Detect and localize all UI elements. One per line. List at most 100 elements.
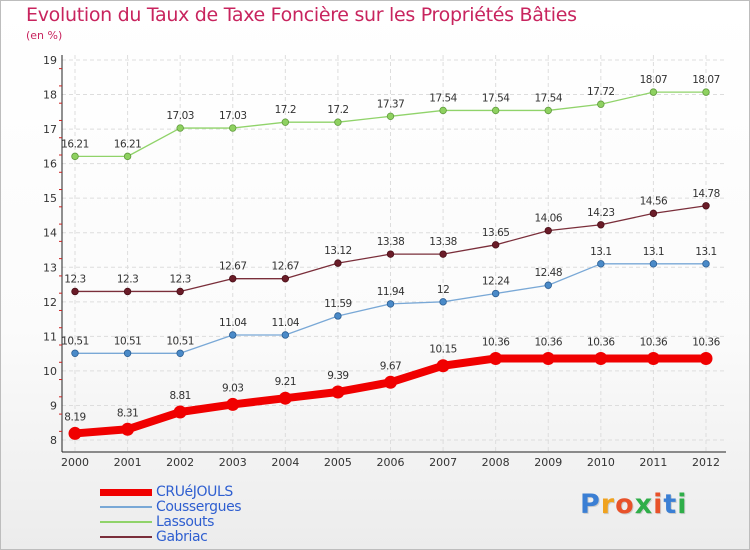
data-label: 16.21 [61,138,89,150]
logo-letter: i [677,489,688,520]
data-label: 14.56 [640,195,668,207]
series-point [71,287,79,296]
logo-letter: i [653,489,664,520]
series-point [71,349,79,357]
x-tick-label: 2001 [114,456,142,469]
legend-label: Coussergues [156,499,242,515]
data-label: 8.81 [169,390,190,402]
series-point [176,349,184,357]
proxiti-logo: Proxiti [580,489,688,520]
series-point [331,385,345,399]
series-point [334,312,342,320]
series-point [123,287,132,296]
data-label: 12.67 [272,261,300,273]
y-tick-label: 18 [43,89,57,102]
series-point [176,124,184,132]
data-label: 8.31 [117,407,138,419]
series-point [702,202,710,210]
series-point [439,298,447,306]
x-tick-label: 2006 [377,456,405,469]
logo-letter: r [600,489,616,520]
data-label: 10.36 [640,336,668,348]
data-label: 17.54 [482,92,510,104]
series-point [439,250,447,258]
series-point [491,106,500,115]
series-point [281,331,290,339]
series-point [121,422,135,436]
series-point [702,88,710,96]
data-label: 17.54 [534,92,562,104]
series-point [229,124,237,132]
x-tick-label: 2012 [692,456,720,469]
series-point [491,289,500,298]
series-point [229,274,237,283]
series-point [544,281,552,289]
data-label: 12.3 [117,273,138,285]
data-label: 13.12 [324,245,352,257]
data-label: 13.38 [429,236,457,248]
x-tick-label: 2011 [639,456,667,469]
data-label: 17.37 [377,98,405,110]
data-label: 9.03 [222,382,243,394]
data-label: 13.65 [482,227,510,239]
data-label: 10.36 [482,336,510,348]
x-tick-label: 2009 [534,456,562,469]
data-label: 11.94 [377,286,405,298]
data-label: 16.21 [114,138,142,150]
y-tick-label: 19 [43,54,57,67]
data-label: 13.1 [643,246,664,258]
legend-swatch [100,488,152,496]
logo-letter: o [615,489,635,520]
series-point [646,351,660,365]
series-point [386,250,395,258]
data-label: 13.1 [695,246,716,258]
series-point [334,118,342,126]
y-tick-label: 17 [43,123,57,136]
data-label: 9.39 [327,370,348,382]
data-label: 10.36 [534,336,562,348]
data-label: 17.2 [275,104,296,116]
series-point [439,106,447,115]
data-label: 18.07 [692,74,720,86]
data-label: 11.04 [272,317,300,329]
y-tick-label: 9 [50,399,57,412]
data-label: 13.1 [590,246,611,258]
x-tick-label: 2002 [166,456,194,469]
data-label: 17.72 [587,86,615,98]
series-point [491,241,500,249]
y-tick-label: 16 [43,158,57,171]
series-point [384,375,397,389]
series-point [229,331,237,339]
x-tick-label: 2000 [61,456,89,469]
legend-swatch [100,521,152,523]
data-label: 14.06 [534,213,562,225]
series-point [594,351,608,365]
chart-subtitle: (en %) [26,29,63,42]
data-label: 8.19 [64,411,85,423]
series-point [649,260,658,268]
data-label: 17.54 [429,92,457,104]
series-point [649,88,658,96]
data-label: 17.03 [219,110,247,122]
series-point [71,152,79,161]
legend-swatch [100,506,152,508]
data-label: 10.36 [587,336,615,348]
series-point [544,226,552,235]
series-point [649,209,658,218]
logo-letter: t [663,489,678,520]
y-tick-label: 14 [43,227,57,240]
chart-title: Evolution du Taux de Taxe Foncière sur l… [26,4,577,26]
series-point [173,405,187,419]
series-point [176,287,184,296]
series-point [278,391,292,405]
data-label: 10.36 [692,336,720,348]
series-point [597,100,605,108]
data-label: 17.03 [166,110,194,122]
data-label: 14.78 [692,188,720,200]
series-point [597,260,605,268]
series-point [281,118,290,126]
data-label: 12 [437,284,449,296]
y-tick-label: 13 [43,261,57,274]
y-tick-label: 8 [50,434,57,447]
